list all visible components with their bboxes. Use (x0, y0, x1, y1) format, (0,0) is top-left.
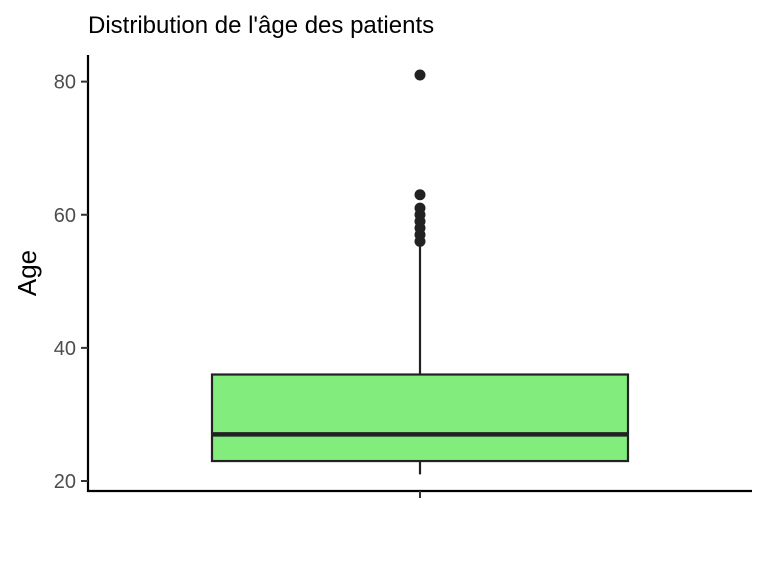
y-tick-label: 80 (54, 72, 76, 94)
box-iqr (210, 373, 630, 463)
y-axis-title: Age (12, 250, 42, 296)
y-tick-label: 60 (54, 205, 76, 227)
y-tick-label: 20 (54, 471, 76, 493)
plot-area: 20 40 60 80 (54, 55, 752, 498)
outlier-point (414, 202, 426, 214)
outlier-point (414, 189, 426, 201)
chart-title: Distribution de l'âge des patients (88, 12, 434, 39)
outlier-point (414, 69, 426, 81)
y-tick-label: 40 (54, 338, 76, 360)
